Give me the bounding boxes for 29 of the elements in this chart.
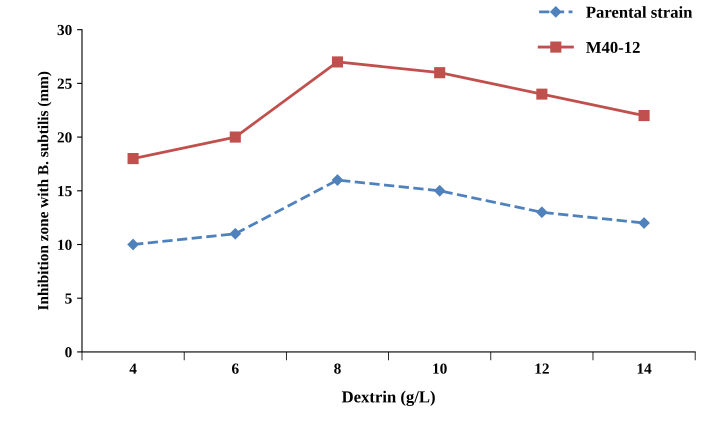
y-axis-title: Inhibition zone with B. subtilis (mm)	[38, 72, 52, 310]
point	[536, 206, 548, 218]
x-axis-title: Dextrin (g/L)	[342, 390, 435, 406]
y-tick-label: 30	[58, 24, 72, 36]
x-tick-label: 4	[129, 364, 137, 374]
x-tick-label: 14	[638, 364, 652, 374]
y-tick-label: 5	[65, 294, 72, 304]
x-tick-label: 10	[433, 363, 447, 374]
point	[638, 217, 650, 229]
point	[332, 56, 344, 68]
point	[638, 110, 650, 122]
point	[128, 153, 139, 164]
point	[536, 88, 548, 100]
y-tick-label: 20	[58, 132, 72, 143]
point	[332, 174, 344, 186]
y-tick-label: 0	[65, 347, 72, 358]
y-tick-label: 10	[58, 240, 72, 250]
legend-label: M40-12	[586, 42, 640, 54]
x-tick-label: 6	[232, 364, 239, 374]
x-tick-label: 12	[535, 364, 549, 374]
legend-label: Parental strain	[586, 6, 692, 18]
point	[434, 185, 446, 196]
point	[434, 67, 446, 78]
y-tick-label: 25	[58, 78, 72, 89]
x-tick-label: 8	[334, 363, 341, 374]
point	[230, 132, 241, 143]
y-tick-label: 15	[58, 186, 72, 196]
point	[230, 228, 241, 240]
point	[127, 238, 139, 250]
